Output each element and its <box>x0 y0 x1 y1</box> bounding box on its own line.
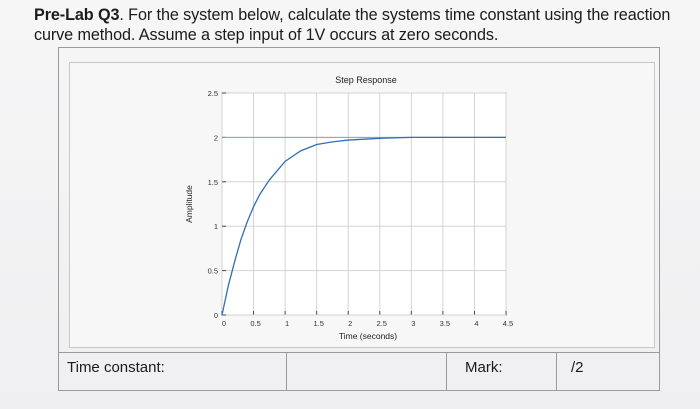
plot-area <box>221 92 507 316</box>
chart-title: Step Response <box>335 75 397 85</box>
time-constant-answer-field[interactable] <box>287 353 447 390</box>
answer-row: Time constant: Mark: /2 <box>59 353 659 390</box>
question-label: Pre-Lab Q3 <box>34 6 120 24</box>
step-response-curve <box>221 136 506 316</box>
mark-value: /2 <box>571 359 584 376</box>
x-tick-label: 1 <box>285 319 289 328</box>
x-tick-label: 0.5 <box>250 319 260 328</box>
y-tick-label: 0 <box>214 311 218 320</box>
y-tick-label: 0.5 <box>208 267 218 276</box>
x-axis-label: Time (seconds) <box>339 331 397 341</box>
x-tick-label: 3 <box>411 319 415 328</box>
plot-cell: 0 0.5 1 1.5 2 2.5 3 3.5 4 4.5 0 0.5 1 1.5 2 2.5 Step Res… <box>59 48 659 353</box>
x-tick-label: 4.5 <box>503 319 513 328</box>
x-tick-label: 3.5 <box>440 319 450 328</box>
x-tick-label: 1.5 <box>313 319 323 328</box>
x-tick-label: 2 <box>348 319 352 328</box>
step-response-chart: 0 0.5 1 1.5 2 2.5 3 3.5 4 4.5 0 0.5 1 1.5 2 2.5 Step Res… <box>184 75 513 341</box>
y-tick-label: 2.5 <box>208 89 218 98</box>
x-tick-label: 4 <box>474 319 478 328</box>
question-text: Pre-Lab Q3. For the system below, calcul… <box>34 5 674 45</box>
mark-label: Mark: <box>447 353 557 390</box>
answer-table: 0 0.5 1 1.5 2 2.5 3 3.5 4 4.5 0 0.5 1 1.5 2 2.5 Step Res… <box>58 47 660 391</box>
question-body: . For the system below, calculate the sy… <box>34 6 671 44</box>
y-tick-label: 2 <box>214 133 218 142</box>
y-axis-label: Amplitude <box>184 185 194 223</box>
time-constant-label: Time constant: <box>59 353 287 390</box>
x-tick-label: 0 <box>222 319 226 328</box>
y-tick-label: 1 <box>214 222 218 231</box>
plot-frame: 0 0.5 1 1.5 2 2.5 3 3.5 4 4.5 0 0.5 1 1.5 2 2.5 Step Res… <box>69 62 655 348</box>
y-tick-label: 1.5 <box>208 178 218 187</box>
x-tick-label: 2.5 <box>377 319 387 328</box>
